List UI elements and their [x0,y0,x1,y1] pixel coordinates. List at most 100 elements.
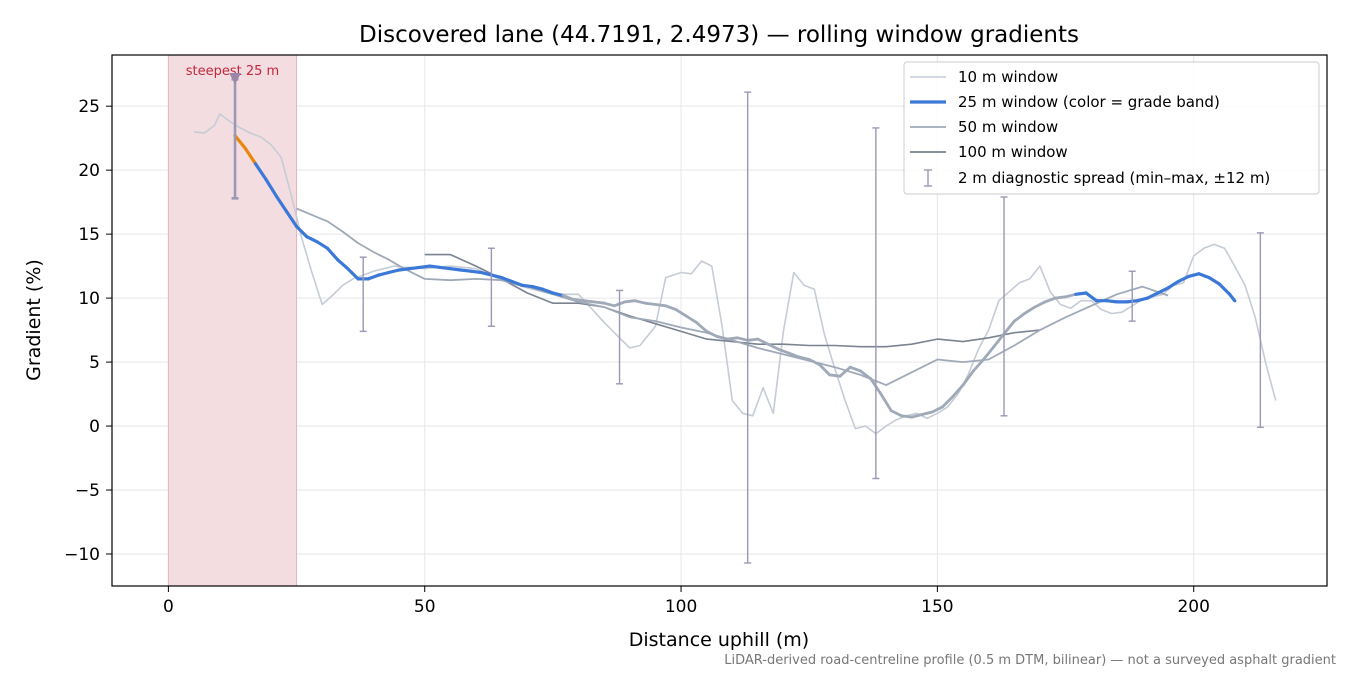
series-segment-25m [1176,274,1191,284]
series-segment-25m [746,337,760,342]
series-segment-25m [848,365,862,373]
series-segment-25m [1074,291,1088,296]
y-tick-label: 15 [78,225,100,245]
error-bar [1128,270,1136,322]
series-segment-25m [500,276,514,284]
legend-label-w50: 50 m window [958,118,1058,136]
series-segment-25m [582,299,596,304]
series-line-100m [424,253,1040,348]
series-segment-25m [1023,305,1037,315]
x-axis-label: Distance uphill (m) [629,629,809,651]
series-segment-25m [264,177,278,198]
error-bar [872,127,880,480]
x-tick-label: 0 [163,597,174,617]
series-segment-25m [664,304,678,312]
series-segment-25m [510,279,524,287]
x-tick-label: 150 [921,597,953,617]
error-bar [744,91,752,564]
error-bar [487,247,495,327]
series-segment-25m [274,194,288,213]
series-segment-25m [592,300,606,305]
series-segment-25m [1166,279,1180,290]
series-segment-25m [1156,286,1170,295]
y-tick-label: 5 [89,353,100,373]
chart-title: Discovered lane (44.7191, 2.4973) — roll… [359,22,1079,48]
series-segment-25m [859,369,873,381]
legend: 10 m window 25 m window (color = grade b… [903,61,1320,195]
series-segment-25m [1217,282,1232,296]
series-segment-25m [253,162,268,181]
series-segment-25m [233,134,247,150]
series-segment-25m [900,414,914,419]
highlight-band [168,55,297,586]
series-segment-25m [459,268,473,273]
legend-box [903,61,1320,195]
series-segment-25m [448,267,463,272]
series-segment-25m [828,373,842,378]
series-segment-25m [941,395,955,409]
error-bar [1000,196,1008,417]
series-segment-25m [428,264,442,269]
series-segment-25m [797,355,811,361]
series-segment-25m [438,265,452,271]
series-segment-25m [1227,292,1237,303]
steepest-marker-triangle [229,73,242,85]
error-bar [359,256,367,333]
series-segment-25m [520,283,535,289]
series-segment-25m [530,285,545,291]
series-segment-25m [1053,295,1067,300]
series-segment-25m [643,301,657,306]
series-segment-25m [1002,319,1016,336]
series-segment-25m [540,287,555,295]
series-segment-25m [572,297,585,303]
y-tick-label: 0 [89,417,100,437]
plot-frame [111,54,1328,587]
series-segment-25m [930,405,944,414]
series-segment-25m [654,303,668,308]
series-segment-25m [602,301,616,308]
series-segment-25m [1033,300,1047,309]
series-segment-25m [982,345,996,361]
highlight-label: steepest 25 m [186,64,279,79]
series-segment-25m [407,265,422,271]
series-segment-25m [305,235,319,244]
steepest-marker [229,73,242,85]
series-segment-25m [377,270,391,277]
series-segment-25m [1043,296,1057,304]
series-segment-25m [756,337,770,346]
series-segment-25m [889,409,903,418]
series-segment-25m [951,383,965,399]
series-segment-25m [1207,276,1221,286]
series-segment-25m [1135,296,1150,303]
steepest-window-highlight: steepest 25 m [167,55,298,586]
series-segment-25m [736,336,750,342]
series-segment-25m [284,209,299,229]
series-segment-25m [818,363,832,377]
legend-label-w10: 10 m window [958,68,1058,86]
series-segment-25m [879,392,893,413]
y-tick-label: 10 [78,289,100,309]
series-lines [193,113,1277,435]
error-bar [616,289,624,385]
x-tick-label: 200 [1177,597,1209,617]
series-segment-25m [1064,292,1078,299]
series-segment-25m [807,358,821,367]
series-segment-25m [695,320,709,333]
series-segment-25m [1197,272,1211,280]
series-segment-25m [971,358,985,373]
series-segment-25m [561,294,575,301]
series-segment-25m [325,246,340,262]
x-axis-ticks: 0 50 100 150 200 [163,586,1210,617]
legend-swatch-errorbar [924,169,932,187]
series-segment-25m [725,336,739,341]
x-tick-label: 50 [414,597,436,617]
series-segment-25m [489,273,504,280]
series-segment-25m [1145,291,1160,300]
series-segment-25m [243,146,258,166]
series-segment-25m [1012,312,1026,323]
grid-lines [112,55,1327,586]
series-segment-25m [992,332,1006,349]
series-segment-25m [418,264,432,269]
legend-label-w100: 100 m window [958,143,1068,161]
